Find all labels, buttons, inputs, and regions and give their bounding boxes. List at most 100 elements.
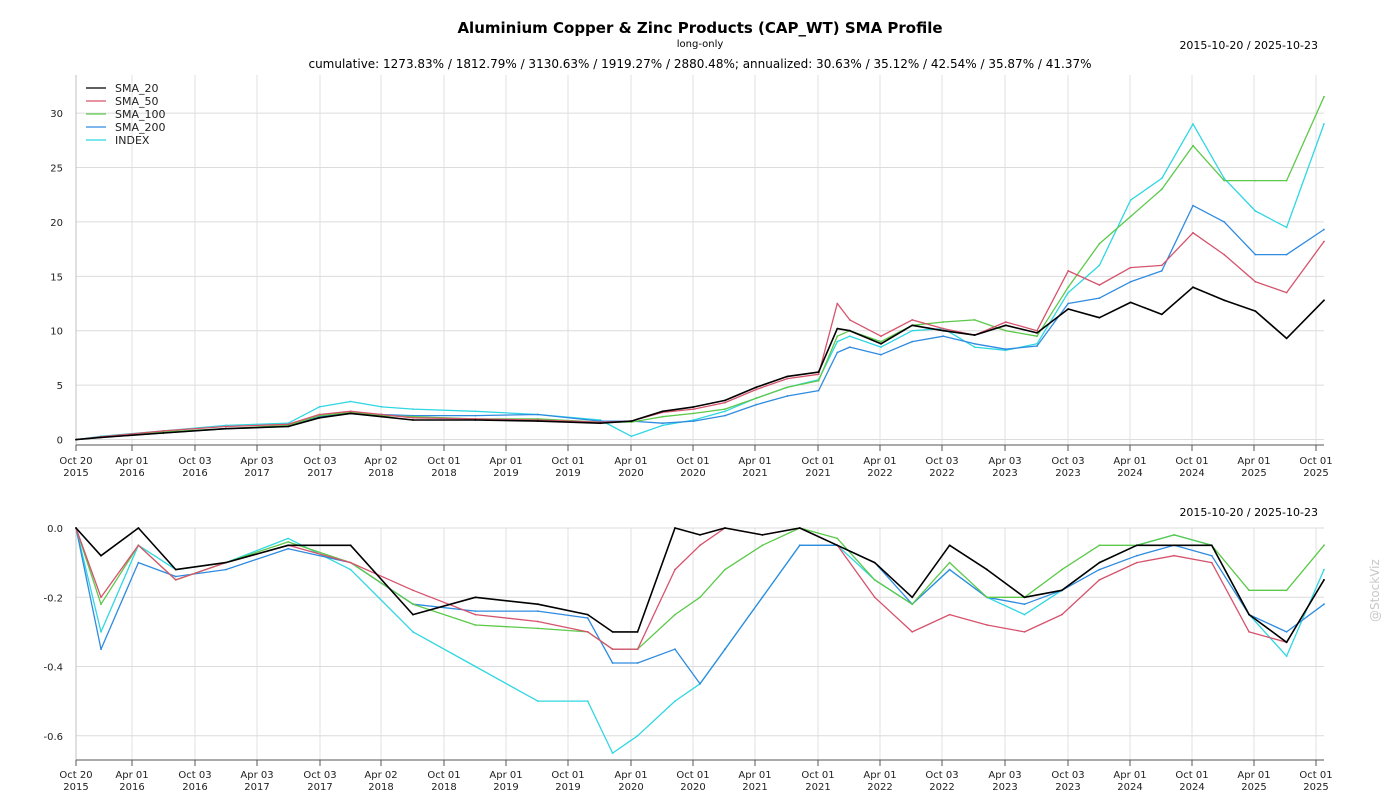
- panel-cumulative-data-point-sma-20: [162, 432, 165, 434]
- panel-drawdown-xtick-label: Oct 01: [551, 770, 584, 781]
- panel-cumulative-data-point-sma-20: [287, 425, 290, 428]
- panel-drawdown-data-point-sma-20: [75, 527, 77, 529]
- panel-drawdown-xtick-label: Apr 01: [115, 770, 148, 781]
- panel-cumulative-data-point-sma-200: [536, 413, 539, 416]
- panel-cumulative-ytick-label: 30: [50, 109, 63, 120]
- panel-drawdown-ytick-label: 0.0: [47, 524, 63, 535]
- panel-drawdown-data-point-sma-100: [287, 541, 290, 543]
- panel-drawdown-data-point-sma-20: [474, 596, 477, 599]
- panel-drawdown-data-point-sma-20: [349, 544, 352, 547]
- panel-drawdown-xtick-year: 2017: [244, 782, 269, 793]
- panel-drawdown-data-point-sma-20: [287, 544, 290, 547]
- panel-cumulative-data-point-sma-20: [942, 329, 945, 332]
- panel-cumulative-data-point-sma-200: [1036, 345, 1038, 347]
- panel-cumulative-data-point-sma-50: [1004, 321, 1007, 323]
- panel-cumulative-series-line-sma-50: [75, 232, 1325, 441]
- panel-cumulative-data-point-sma-20: [1067, 308, 1070, 310]
- panel-cumulative-ytick-label: 0: [57, 436, 63, 447]
- panel-drawdown-ytick-label: -0.6: [43, 732, 63, 743]
- panel-cumulative-data-point-sma-100: [817, 379, 820, 382]
- panel-cumulative-ytick-label: 25: [50, 164, 63, 175]
- panel-drawdown-xtick-year: 2015: [63, 782, 88, 793]
- panel-drawdown-xtick-year: 2024: [1117, 782, 1142, 793]
- panel-cumulative-data-point-sma-100: [1285, 179, 1288, 182]
- panel-drawdown-data-point-sma-200: [636, 662, 639, 664]
- panel-cumulative-xtick-year: 2022: [929, 468, 954, 479]
- panel-cumulative-xtick-year: 2016: [182, 468, 207, 479]
- panel-drawdown-data-point-index: [611, 752, 614, 754]
- panel-drawdown-data-point-sma-100: [836, 537, 839, 540]
- panel-cumulative-data-point-index: [318, 406, 321, 408]
- panel-cumulative-data-point-sma-20: [661, 410, 664, 413]
- panel-cumulative-data-point-sma-100: [786, 386, 789, 389]
- panel-drawdown-data-point-index: [1323, 568, 1325, 571]
- panel-drawdown-xtick-year: 2021: [742, 782, 767, 793]
- panel-cumulative-data-point-index: [911, 329, 914, 332]
- panel-cumulative-xtick-label: Oct 01: [801, 456, 834, 467]
- panel-drawdown-data-point-sma-50: [137, 544, 140, 547]
- panel-drawdown-data-point-index: [674, 700, 676, 702]
- panel-cumulative-data-point-index: [412, 408, 414, 410]
- panel-drawdown-data-point-sma-200: [474, 610, 477, 612]
- panel-drawdown-data-point-sma-50: [948, 613, 951, 616]
- panel-cumulative-series-line-sma-20: [75, 286, 1325, 441]
- panel-cumulative-data-point-sma-20: [724, 399, 726, 402]
- panel-drawdown-data-point-sma-200: [798, 544, 801, 547]
- legend-label-sma-200: SMA_200: [115, 121, 166, 134]
- panel-drawdown-xtick-label: Oct 01: [801, 770, 834, 781]
- panel-drawdown-data-point-sma-200: [224, 568, 227, 571]
- panel-drawdown-data-point-sma-50: [1061, 613, 1063, 616]
- panel-drawdown-data-point-sma-200: [1323, 603, 1325, 606]
- panel-drawdown-data-point-sma-200: [100, 648, 102, 651]
- panel-cumulative-ytick-label: 10: [50, 327, 63, 338]
- panel-drawdown-xtick-year: 2016: [182, 782, 207, 793]
- panel-cumulative-data-point-sma-50: [724, 401, 726, 404]
- panel-drawdown-xtick-year: 2018: [368, 782, 393, 793]
- panel-cumulative-data-point-sma-50: [786, 377, 789, 380]
- panel-cumulative-data-point-sma-50: [224, 425, 227, 428]
- panel-cumulative-data-point-sma-20: [911, 324, 914, 327]
- panel-drawdown-data-point-sma-50: [474, 613, 477, 616]
- panel-drawdown-data-point-sma-100: [1061, 568, 1063, 571]
- panel-drawdown-data-point-sma-100: [412, 603, 414, 606]
- panel-cumulative-data-point-sma-100: [1223, 179, 1226, 182]
- panel-drawdown-xtick-label: Apr 01: [614, 770, 647, 781]
- panel-drawdown-xtick-label: Oct 01: [676, 770, 709, 781]
- panel-cumulative-data-point-sma-100: [661, 415, 664, 418]
- panel-drawdown-xtick-label: Oct 03: [178, 770, 211, 781]
- panel-drawdown-data-point-sma-20: [137, 527, 140, 529]
- panel-cumulative-data-point-sma-50: [1160, 264, 1163, 267]
- panel-drawdown-data-point-sma-50: [873, 596, 876, 599]
- panel-drawdown-data-point-sma-200: [1135, 554, 1138, 557]
- panel-drawdown-data-point-index: [349, 568, 352, 571]
- chart-title: Aluminium Copper & Zinc Products (CAP_WT…: [457, 19, 943, 37]
- panel-drawdown-data-point-sma-20: [586, 613, 589, 616]
- panel-drawdown-data-point-sma-100: [1248, 589, 1250, 592]
- panel-drawdown-data-point-sma-200: [761, 596, 764, 599]
- panel-drawdown-xtick-label: Oct 01: [1299, 770, 1332, 781]
- panel-cumulative-data-point-sma-20: [536, 420, 539, 422]
- panel-cumulative-data-point-sma-50: [880, 335, 882, 338]
- panel-cumulative-data-point-sma-20: [1129, 301, 1132, 304]
- panel-cumulative-data-point-sma-200: [836, 351, 839, 354]
- panel-drawdown-data-point-sma-200: [611, 662, 614, 664]
- panel-drawdown-xtick-label: Apr 01: [1113, 770, 1146, 781]
- panel-cumulative-data-point-sma-200: [1254, 253, 1257, 256]
- panel-cumulative-data-point-sma-20: [848, 329, 851, 332]
- panel-drawdown-xtick-year: 2022: [867, 782, 892, 793]
- panel-drawdown-xtick-year: 2020: [618, 782, 643, 793]
- panel-drawdown-data-point-index: [287, 537, 290, 540]
- panel-drawdown-data-point-sma-20: [1248, 613, 1250, 616]
- panel-drawdown-data-point-sma-200: [536, 610, 539, 612]
- panel-cumulative-xtick-label: Oct 01: [551, 456, 584, 467]
- panel-drawdown-series-line-sma-200: [75, 527, 1325, 685]
- panel-drawdown-xtick-year: 2019: [493, 782, 518, 793]
- panel-cumulative-data-point-sma-50: [1036, 329, 1038, 332]
- panel-drawdown-xtick-year: 2025: [1241, 782, 1266, 793]
- panel-drawdown-data-point-sma-50: [911, 631, 914, 633]
- panel-drawdown-data-point-sma-20: [1323, 579, 1325, 581]
- panel-drawdown-data-point-sma-200: [1023, 603, 1026, 606]
- panel-cumulative-data-point-sma-20: [836, 327, 839, 330]
- panel-drawdown-data-point-sma-50: [1135, 561, 1138, 564]
